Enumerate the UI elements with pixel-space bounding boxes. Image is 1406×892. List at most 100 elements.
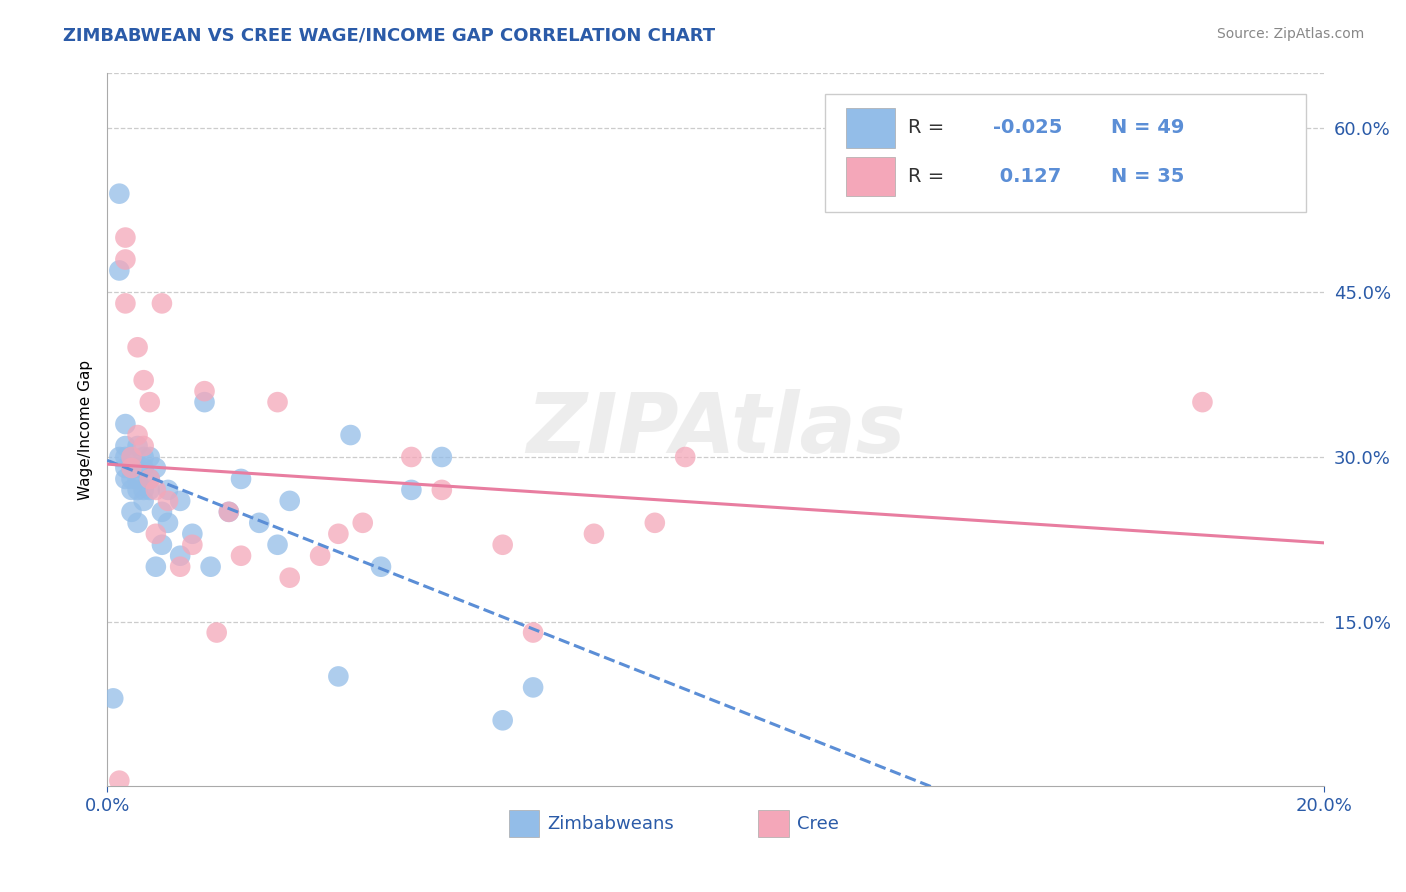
- Point: [430, 483, 453, 497]
- Point: [127, 472, 149, 486]
- Point: [127, 461, 149, 475]
- Point: [218, 505, 240, 519]
- Point: [121, 450, 143, 464]
- Point: [145, 526, 167, 541]
- Point: [108, 186, 131, 201]
- Point: [121, 505, 143, 519]
- Point: [150, 505, 173, 519]
- Text: Zimbabweans: Zimbabweans: [548, 815, 675, 833]
- Point: [139, 472, 162, 486]
- FancyBboxPatch shape: [758, 811, 789, 838]
- Point: [522, 681, 544, 695]
- Point: [139, 472, 162, 486]
- Point: [132, 461, 155, 475]
- Point: [328, 526, 350, 541]
- Point: [229, 472, 252, 486]
- Point: [266, 538, 288, 552]
- FancyBboxPatch shape: [846, 108, 894, 147]
- Text: 0.127: 0.127: [993, 167, 1062, 186]
- Text: ZIPAtlas: ZIPAtlas: [526, 389, 905, 470]
- Point: [121, 450, 143, 464]
- Point: [108, 263, 131, 277]
- Point: [114, 252, 136, 267]
- Point: [193, 395, 215, 409]
- Point: [156, 516, 179, 530]
- Point: [401, 450, 423, 464]
- Y-axis label: Wage/Income Gap: Wage/Income Gap: [79, 359, 93, 500]
- Point: [1191, 395, 1213, 409]
- Point: [150, 296, 173, 310]
- Point: [673, 450, 696, 464]
- Point: [156, 483, 179, 497]
- Point: [169, 494, 191, 508]
- Point: [121, 461, 143, 475]
- Point: [132, 483, 155, 497]
- Point: [132, 450, 155, 464]
- Point: [492, 714, 515, 728]
- Point: [582, 526, 605, 541]
- Point: [114, 461, 136, 475]
- Point: [127, 516, 149, 530]
- Point: [266, 395, 288, 409]
- Point: [145, 559, 167, 574]
- Text: -0.025: -0.025: [993, 119, 1063, 137]
- Point: [247, 516, 270, 530]
- Point: [121, 472, 143, 486]
- Point: [114, 439, 136, 453]
- FancyBboxPatch shape: [825, 95, 1306, 212]
- Point: [229, 549, 252, 563]
- Point: [121, 483, 143, 497]
- Point: [278, 494, 301, 508]
- Point: [132, 373, 155, 387]
- Point: [121, 461, 143, 475]
- Point: [492, 538, 515, 552]
- FancyBboxPatch shape: [846, 157, 894, 196]
- Point: [114, 417, 136, 431]
- Point: [132, 439, 155, 453]
- Point: [328, 669, 350, 683]
- Point: [108, 773, 131, 788]
- Text: ZIMBABWEAN VS CREE WAGE/INCOME GAP CORRELATION CHART: ZIMBABWEAN VS CREE WAGE/INCOME GAP CORRE…: [63, 27, 716, 45]
- Point: [127, 428, 149, 442]
- Point: [114, 450, 136, 464]
- Point: [370, 559, 392, 574]
- Point: [139, 395, 162, 409]
- Point: [114, 230, 136, 244]
- Point: [145, 483, 167, 497]
- Point: [401, 483, 423, 497]
- Point: [108, 450, 131, 464]
- Point: [193, 384, 215, 399]
- Point: [114, 296, 136, 310]
- Point: [103, 691, 125, 706]
- Point: [150, 538, 173, 552]
- Point: [127, 439, 149, 453]
- Point: [181, 538, 204, 552]
- Point: [132, 494, 155, 508]
- Text: N = 35: N = 35: [1111, 167, 1184, 186]
- Point: [278, 571, 301, 585]
- Point: [169, 549, 191, 563]
- Point: [430, 450, 453, 464]
- FancyBboxPatch shape: [509, 811, 538, 838]
- Point: [181, 526, 204, 541]
- Point: [339, 428, 361, 442]
- Text: Source: ZipAtlas.com: Source: ZipAtlas.com: [1216, 27, 1364, 41]
- Point: [200, 559, 222, 574]
- Point: [169, 559, 191, 574]
- Point: [139, 483, 162, 497]
- Point: [156, 494, 179, 508]
- Text: R =: R =: [908, 119, 950, 137]
- Text: Cree: Cree: [797, 815, 839, 833]
- Point: [522, 625, 544, 640]
- Point: [127, 340, 149, 354]
- Point: [145, 461, 167, 475]
- Point: [127, 483, 149, 497]
- Point: [218, 505, 240, 519]
- Point: [205, 625, 228, 640]
- Point: [139, 450, 162, 464]
- Point: [352, 516, 374, 530]
- Text: R =: R =: [908, 167, 950, 186]
- Point: [309, 549, 332, 563]
- Text: N = 49: N = 49: [1111, 119, 1184, 137]
- Point: [644, 516, 666, 530]
